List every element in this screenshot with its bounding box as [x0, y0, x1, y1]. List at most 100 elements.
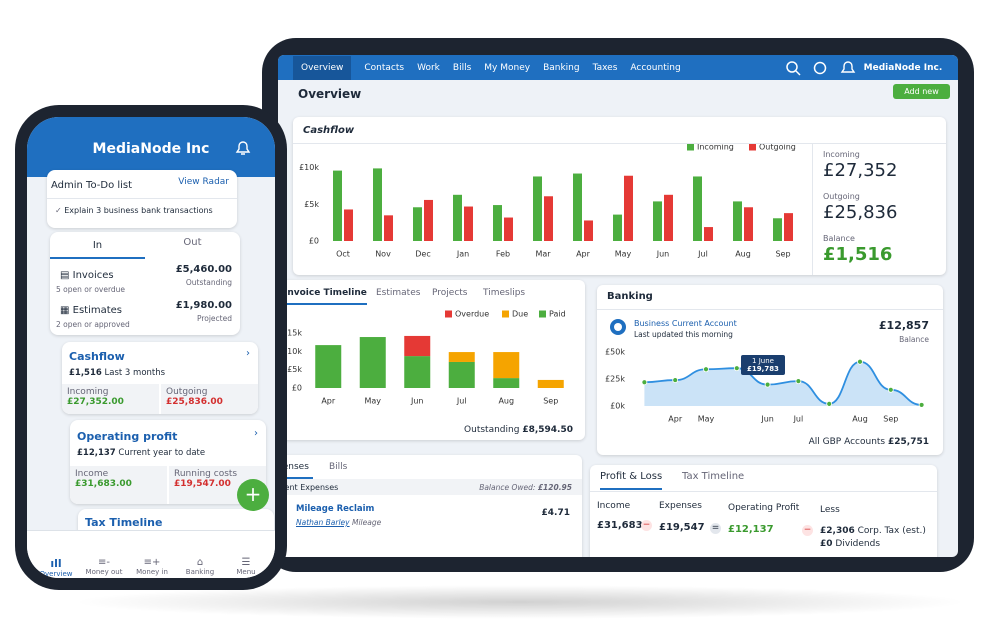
x-tick-label: Jun — [656, 250, 670, 259]
bar — [784, 213, 793, 241]
nav-item[interactable]: Work — [417, 62, 440, 73]
card-title[interactable]: Operating profit — [77, 430, 178, 443]
fab-add[interactable]: + — [237, 479, 269, 511]
nav-label: Overview — [39, 570, 73, 578]
account-menu[interactable]: MediaNode Inc. — [863, 62, 943, 73]
nav-label: Banking — [185, 568, 215, 576]
tab[interactable]: Estimates — [376, 288, 421, 298]
chevron[interactable]: › — [246, 348, 250, 359]
card-title[interactable]: Cashflow — [69, 350, 125, 363]
bar-segment — [493, 378, 520, 388]
bar — [413, 207, 422, 241]
todo-item[interactable]: ✓ Explain 3 business bank transactions — [55, 206, 213, 215]
expense-meta: Nathan Barley Mileage — [296, 518, 381, 527]
point — [918, 402, 925, 408]
nav-item[interactable]: My Money — [484, 62, 531, 73]
phone-title: MediaNode Inc — [92, 141, 210, 157]
y-tick-label: £25k — [605, 375, 625, 384]
bar — [493, 205, 502, 241]
bar-segment — [537, 379, 564, 388]
row-status: Outstanding — [185, 278, 232, 287]
nav-item[interactable]: ⌂ Banking — [177, 557, 223, 576]
y-tick-label: £10k — [299, 163, 319, 172]
panel-title: Cashflow — [303, 125, 355, 136]
account-name[interactable]: Business Current Account — [634, 319, 737, 328]
divider — [293, 143, 946, 144]
clock-icon[interactable] — [813, 61, 826, 74]
bar — [693, 176, 702, 241]
nav-item[interactable]: ☰ Menu — [223, 557, 269, 576]
bar — [533, 176, 542, 241]
nav-item[interactable]: ıll Overview — [35, 557, 77, 578]
invoice-panel: Invoice Timeline Estimates Projects Time… — [278, 280, 585, 440]
x-tick-label: Oct — [336, 250, 350, 259]
nav-item[interactable]: Overview — [293, 55, 352, 80]
add-new-button[interactable]: Add new — [893, 84, 950, 99]
tab[interactable]: Bills — [329, 462, 348, 472]
point — [795, 378, 802, 385]
x-tick-label: Aug — [498, 397, 514, 406]
bar — [333, 170, 342, 241]
tab[interactable]: Timeslips — [483, 288, 526, 298]
bar-segment — [404, 335, 431, 357]
bar-segment — [404, 356, 431, 388]
bell-icon[interactable] — [235, 141, 251, 155]
tab-active[interactable]: In — [50, 240, 145, 259]
expenses-panel: Expenses Bills Recent Expenses Balance O… — [278, 455, 582, 557]
nav-item[interactable]: Taxes — [592, 62, 618, 73]
tab-active[interactable]: Expenses — [278, 458, 313, 479]
bar — [664, 194, 673, 241]
x-tick-label: Aug — [852, 415, 868, 424]
divider — [597, 309, 943, 310]
tab-active[interactable]: Profit & Loss — [600, 471, 663, 490]
chevron[interactable]: › — [254, 428, 258, 439]
row-label[interactable]: ▤ Invoices — [60, 270, 114, 281]
bell-icon[interactable] — [840, 60, 855, 73]
tablet-screen: Overview Contacts Work Bills My Money Ba… — [278, 55, 958, 557]
nav-item[interactable]: Contacts — [364, 62, 405, 73]
nav-item[interactable]: Accounting — [630, 62, 681, 73]
search-icon[interactable] — [785, 60, 798, 73]
divider — [590, 491, 937, 492]
page-title: Overview — [298, 87, 362, 101]
phone-header — [27, 117, 275, 177]
point — [887, 386, 894, 393]
card-period: Current year to date — [118, 448, 206, 458]
todo-link[interactable]: View Radar — [178, 177, 229, 187]
minus-icon: − — [802, 525, 813, 536]
bar — [613, 214, 622, 241]
point — [641, 379, 648, 386]
y-tick-label: £10k — [282, 347, 302, 356]
nav-item[interactable]: Banking — [543, 62, 580, 73]
cell-value: £31,683.00 — [75, 479, 132, 489]
tab-active[interactable]: Invoice Timeline — [284, 288, 367, 305]
point — [826, 400, 833, 407]
tooltip-label: 1 June — [752, 357, 774, 365]
expense-person[interactable]: Nathan Barley — [296, 518, 350, 527]
balance-label: Balance — [899, 335, 929, 344]
bell-icon[interactable] — [235, 139, 251, 157]
total-label: All GBP Accounts — [808, 437, 886, 447]
tab[interactable]: Out — [183, 237, 202, 248]
nav-item[interactable]: ≡+ Money in — [129, 557, 175, 576]
tab[interactable]: Projects — [432, 288, 468, 298]
outstanding-label: Outstanding — [464, 425, 520, 435]
nav-item[interactable]: Bills — [452, 62, 472, 73]
nav-item[interactable]: ≡- Money out — [81, 557, 127, 576]
bar — [373, 168, 382, 241]
expense-title[interactable]: Mileage Reclaim — [296, 504, 375, 514]
x-tick-label: Sep — [543, 397, 558, 406]
bar — [453, 194, 462, 241]
search-icon[interactable] — [795, 69, 801, 76]
row-label[interactable]: ▦ Estimates — [60, 305, 123, 316]
balance-owed-label: Balance Owed: — [479, 483, 536, 492]
area — [644, 361, 922, 406]
profit-card: Operating profit › £12,137 Current year … — [70, 420, 266, 504]
tab[interactable]: Tax Timeline — [682, 471, 745, 482]
row-label-text: Estimates — [72, 305, 123, 316]
top-nav: Overview Contacts Work Bills My Money Ba… — [278, 55, 958, 80]
nav-icons[interactable] — [784, 58, 864, 78]
less-amount: £2,306 — [820, 526, 855, 536]
card-title[interactable]: Tax Timeline — [85, 516, 163, 529]
x-tick-label: Jul — [697, 250, 708, 259]
